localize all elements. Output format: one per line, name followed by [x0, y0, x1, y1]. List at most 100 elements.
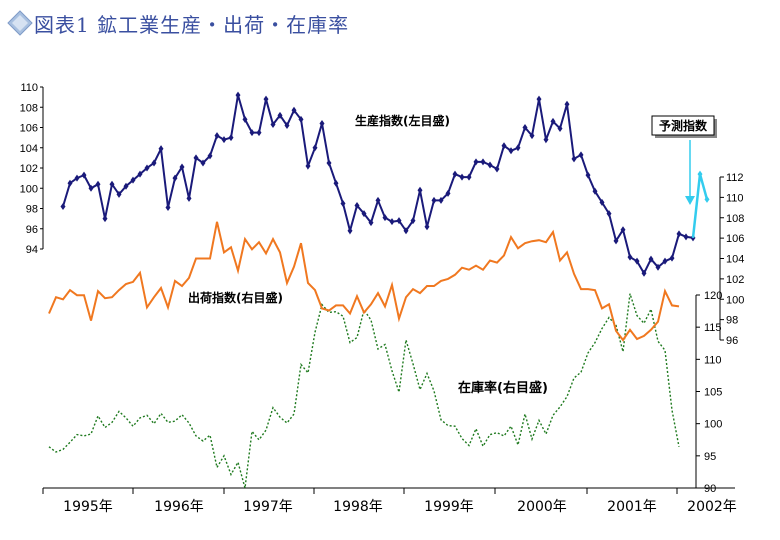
- forecast-point: [697, 170, 703, 178]
- production-point: [557, 125, 563, 133]
- left-axis-tick-label: 94: [26, 244, 38, 256]
- production-point: [536, 95, 542, 103]
- left-axis-tick-label: 96: [26, 224, 38, 236]
- production-point: [88, 184, 94, 192]
- right-lower-axis-tick-label: 105: [704, 387, 722, 399]
- production-point: [123, 182, 129, 190]
- production-point: [613, 237, 619, 245]
- right-upper-axis-tick-label: 102: [726, 274, 744, 286]
- production-point: [410, 217, 416, 225]
- production-point: [543, 136, 549, 144]
- production-point: [277, 111, 283, 119]
- production-point: [620, 226, 626, 234]
- production-point: [515, 144, 521, 152]
- left-axis-tick-label: 102: [20, 163, 38, 175]
- x-axis-tick-label: 1997年: [243, 499, 293, 515]
- right-upper-axis-tick-label: 108: [726, 213, 744, 225]
- right-upper-axis-tick-label: 100: [726, 294, 744, 306]
- production-point: [480, 158, 486, 166]
- production-point: [228, 134, 234, 142]
- production-point: [263, 95, 269, 103]
- production-point: [354, 201, 360, 209]
- production-point: [67, 179, 73, 187]
- left-axis-tick-label: 110: [20, 82, 38, 94]
- forecast-callout-label: 予測指数: [659, 118, 708, 133]
- x-axis-tick-label: 1996年: [154, 499, 204, 515]
- production-point: [340, 199, 346, 207]
- production-point: [298, 115, 304, 123]
- production-point: [627, 253, 633, 261]
- production-point: [291, 106, 297, 114]
- production-point: [368, 219, 374, 227]
- inventory-ratio-line: [48, 293, 680, 489]
- chart-title: 図表1 鉱工業生産・出荷・在庫率: [6, 8, 349, 38]
- production-point: [452, 170, 458, 178]
- production-point: [235, 91, 241, 99]
- production-point: [599, 198, 605, 206]
- x-axis-tick-label: 2002年: [687, 499, 737, 515]
- production-point: [578, 151, 584, 159]
- production-point: [256, 129, 262, 137]
- production-point: [606, 210, 612, 218]
- x-axis-tick-label: 1995年: [63, 499, 113, 515]
- production-point: [522, 124, 528, 131]
- production-point: [102, 215, 108, 223]
- production-point: [305, 162, 311, 170]
- production-point: [137, 170, 143, 178]
- production-point: [585, 171, 591, 179]
- production-series-label: 生産指数(左目盛): [355, 113, 450, 128]
- right-upper-axis-tick-label: 96: [726, 335, 738, 347]
- x-axis-tick-label: 1999年: [424, 499, 474, 515]
- right-lower-axis-tick-label: 100: [704, 419, 722, 431]
- production-point: [214, 132, 220, 140]
- production-point: [403, 227, 409, 235]
- production-point: [144, 164, 150, 172]
- right-lower-axis-tick-label: 115: [704, 322, 722, 334]
- production-point: [207, 152, 213, 160]
- production-point: [431, 196, 437, 204]
- right-lower-axis-tick-label: 110: [704, 354, 722, 366]
- production-point: [193, 154, 199, 162]
- production-point: [669, 254, 675, 262]
- production-point: [81, 171, 87, 179]
- production-point: [130, 176, 136, 184]
- right-lower-axis-tick-label: 95: [704, 451, 716, 463]
- right-upper-axis-tick-label: 104: [726, 254, 744, 266]
- production-point: [445, 189, 451, 197]
- production-point: [326, 159, 332, 167]
- right-upper-axis-tick-label: 98: [726, 315, 738, 327]
- production-point: [648, 255, 654, 263]
- production-point: [116, 190, 122, 198]
- left-axis-tick-label: 108: [20, 102, 38, 114]
- production-point: [172, 174, 178, 182]
- diamond-icon: [7, 10, 33, 36]
- right-upper-axis-tick-label: 112: [726, 172, 744, 184]
- production-point: [109, 180, 115, 188]
- production-point: [389, 218, 395, 226]
- production-point: [487, 161, 493, 169]
- production-point: [270, 120, 276, 128]
- left-axis-tick-label: 98: [26, 204, 38, 216]
- production-point: [375, 196, 381, 204]
- title-text: 図表1 鉱工業生産・出荷・在庫率: [34, 12, 350, 37]
- x-axis-tick-label: 2001年: [607, 499, 657, 515]
- production-point: [74, 174, 80, 182]
- production-point: [179, 163, 185, 171]
- production-point: [361, 210, 367, 218]
- production-point: [95, 180, 101, 188]
- right-upper-axis-tick-label: 110: [726, 192, 744, 204]
- forecast-arrow-head: [685, 196, 695, 205]
- x-axis-tick-label: 1998年: [333, 499, 383, 515]
- production-point: [151, 159, 157, 167]
- production-point: [396, 217, 402, 225]
- production-point: [60, 202, 66, 210]
- shipment-index-line: [48, 221, 680, 342]
- production-point: [284, 121, 290, 129]
- production-point: [382, 214, 388, 222]
- production-point: [634, 257, 640, 265]
- production-point: [473, 158, 479, 166]
- production-point: [249, 129, 255, 137]
- right-lower-axis-tick-label: 90: [704, 483, 716, 495]
- production-point: [571, 155, 577, 163]
